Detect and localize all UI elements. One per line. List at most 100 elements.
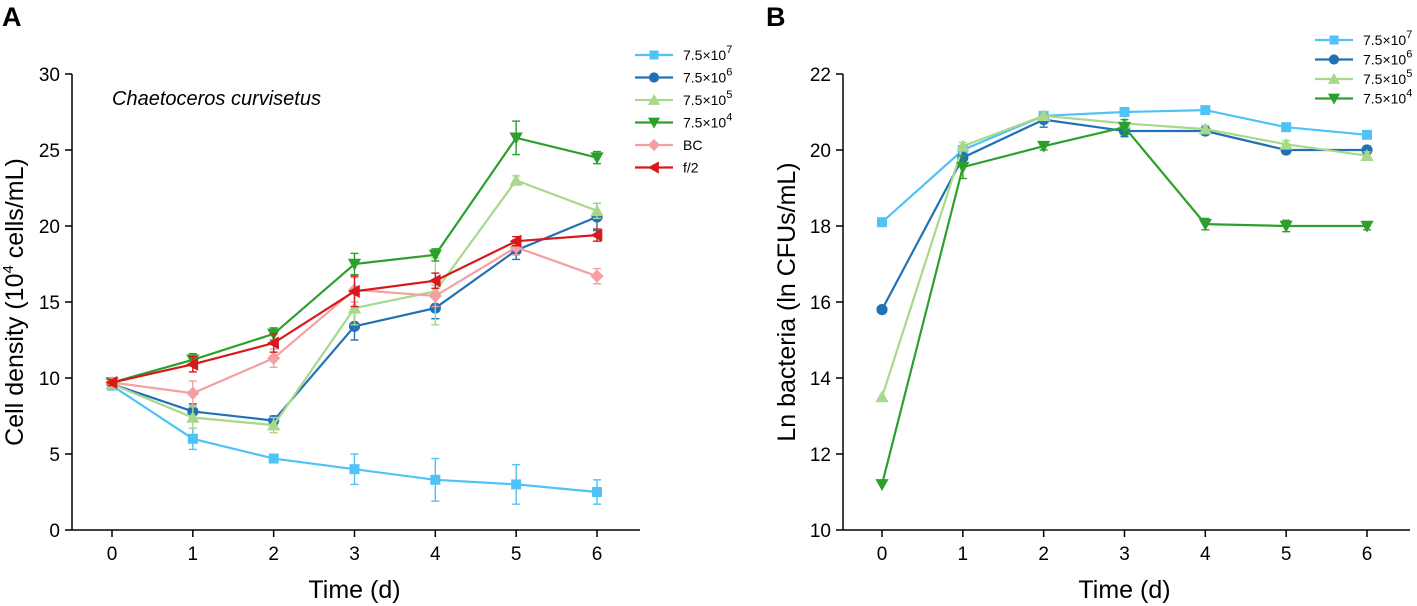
x-tick-label: 5	[1281, 544, 1292, 565]
y-tick-label: 14	[810, 369, 832, 390]
legend-marker	[648, 72, 660, 83]
data-point	[509, 173, 523, 186]
legend-marker	[1329, 35, 1339, 45]
legend-label: 7.5×105	[1363, 68, 1412, 87]
legend-label-exponent: 5	[726, 89, 732, 101]
panel-b-y-ticks: 10 12 14 16 18 20 22	[810, 65, 843, 542]
legend-marker	[647, 93, 661, 105]
legend-item: 7.5×105	[635, 89, 732, 108]
panel-a-y-axis-title-part1: Cell density (10	[1, 274, 29, 446]
data-point	[428, 249, 442, 262]
data-point	[1360, 149, 1374, 161]
legend-label: 7.5×107	[683, 44, 732, 63]
data-point	[1117, 121, 1132, 134]
x-tick-label: 0	[877, 544, 888, 565]
data-point	[1198, 218, 1212, 231]
panel-b-y-axis-title: Ln bacteria (ln CFUs/mL)	[773, 162, 801, 441]
panel-a-y-axis-title-part2: cells/mL)	[1, 158, 29, 265]
y-tick-label: 20	[810, 141, 831, 162]
legend-marker	[647, 117, 661, 129]
x-tick-label: 6	[592, 544, 603, 565]
legend-label-base: 7.5×10	[683, 47, 726, 63]
data-point	[1198, 122, 1212, 135]
data-point	[268, 453, 279, 464]
y-tick-label: 30	[39, 65, 60, 86]
legend-label-exponent: 4	[726, 112, 732, 124]
x-tick-label: 1	[188, 544, 199, 565]
panel-a-x-axis-title: Time (d)	[308, 576, 400, 604]
panel-a-x-ticks: 0 1 2 3 4 5 6	[107, 530, 603, 565]
data-point	[1281, 122, 1292, 133]
series-1	[107, 380, 602, 505]
legend-item: 7.5×107	[1315, 29, 1412, 48]
series-6	[105, 228, 603, 390]
data-point	[875, 479, 889, 491]
data-point	[105, 375, 118, 390]
data-point	[428, 274, 441, 288]
data-point	[347, 301, 362, 314]
legend-item: 7.5×105	[1315, 68, 1412, 87]
series-line	[881, 118, 1367, 311]
legend-label: 7.5×106	[683, 67, 732, 86]
y-tick-label: 20	[39, 217, 60, 238]
data-point	[1279, 137, 1293, 150]
legend-label-base: 7.5×10	[683, 92, 726, 108]
series-4	[105, 120, 604, 390]
x-tick-label: 0	[107, 544, 118, 565]
x-tick-label: 1	[958, 544, 969, 565]
data-point	[267, 351, 281, 365]
legend-label-base: 7.5×10	[1363, 71, 1406, 87]
legend-label: f/2	[683, 160, 699, 176]
data-point	[590, 152, 604, 165]
panel-b-x-axis-title: Time (d)	[1078, 576, 1170, 604]
legend-item: BC	[635, 137, 702, 153]
x-tick-label: 3	[349, 544, 360, 565]
y-tick-label: 22	[810, 65, 831, 86]
data-point	[1037, 140, 1051, 153]
data-point	[509, 234, 522, 248]
x-tick-label: 3	[1119, 544, 1130, 565]
panel-a-series	[105, 120, 604, 505]
data-point	[1279, 220, 1293, 233]
legend-label: 7.5×104	[683, 112, 732, 131]
legend-item: 7.5×106	[1315, 49, 1412, 68]
legend-label-base: 7.5×10	[683, 70, 726, 86]
legend-marker	[1327, 72, 1341, 84]
panel-b-letter: B	[766, 2, 786, 32]
x-tick-label: 6	[1362, 544, 1373, 565]
data-point	[428, 289, 442, 303]
panel-a-species-annotation: Chaetoceros curvisetus	[112, 88, 321, 110]
data-point	[347, 284, 360, 298]
legend-label-base: 7.5×10	[1363, 52, 1406, 68]
data-point	[956, 139, 970, 152]
data-point	[956, 161, 970, 174]
y-tick-label: 10	[810, 521, 831, 542]
y-tick-label: 10	[39, 369, 60, 390]
data-point	[1037, 109, 1051, 122]
y-tick-label: 12	[810, 445, 831, 466]
data-point	[1200, 105, 1211, 116]
data-point	[590, 269, 604, 283]
legend-item: 7.5×107	[635, 44, 732, 63]
data-point	[347, 258, 362, 271]
panel-a-y-ticks: 0 5 10 15 20 25 30	[39, 65, 72, 542]
legend-marker	[647, 161, 659, 174]
data-point	[590, 204, 604, 217]
panel-a-letter: A	[2, 2, 22, 32]
legend-label-exponent: 6	[1406, 49, 1412, 61]
data-point	[590, 228, 603, 242]
data-point	[187, 433, 198, 444]
data-point	[875, 390, 889, 403]
series-3	[875, 109, 1374, 403]
legend-item: 7.5×106	[635, 67, 732, 86]
x-tick-label: 2	[268, 544, 279, 565]
x-tick-label: 2	[1038, 544, 1049, 565]
legend-item: 7.5×104	[1315, 88, 1412, 107]
legend-label-base: BC	[683, 137, 702, 153]
y-tick-label: 18	[810, 217, 831, 238]
legend-label: BC	[683, 137, 702, 153]
y-tick-label: 16	[810, 293, 831, 314]
